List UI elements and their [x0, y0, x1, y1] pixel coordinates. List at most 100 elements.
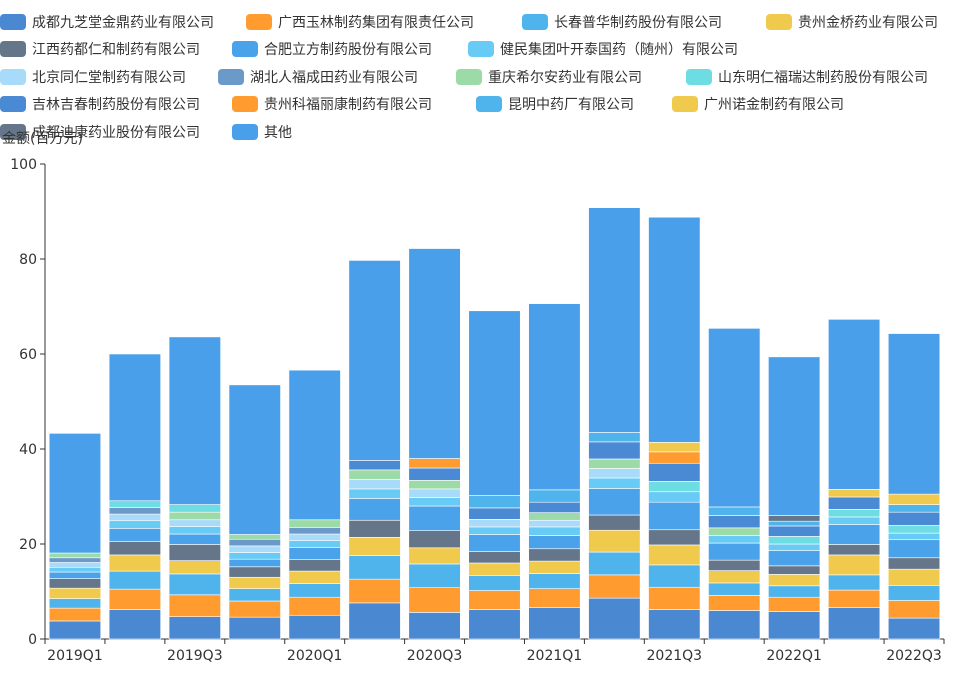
legend-item[interactable]: 北京同仁堂制药有限公司: [0, 67, 186, 87]
legend-swatch: [766, 14, 792, 30]
bar-segment: [168, 573, 221, 596]
bar-segment: [768, 520, 821, 527]
bar-segment: [528, 573, 581, 589]
bar-segment: [588, 477, 641, 489]
bar-segment: [348, 498, 401, 521]
legend-item[interactable]: 吉林吉春制药股份有限公司: [0, 94, 200, 114]
bar-segment: [887, 600, 941, 619]
legend-item[interactable]: 贵州金桥药业有限公司: [766, 12, 938, 32]
legend-swatch: [232, 96, 258, 112]
bar-segment: [768, 585, 821, 598]
bar-segment: [168, 526, 221, 535]
bar-segment: [228, 545, 281, 553]
legend-item[interactable]: 长春普华制药股份有限公司: [522, 12, 722, 32]
bar-segment: [468, 609, 521, 640]
legend-label: 山东明仁福瑞达制药股份有限公司: [718, 70, 928, 86]
y-axis-title: 金额(百万元): [2, 131, 83, 147]
bar-segment: [108, 520, 161, 529]
legend-label: 成都九芝堂金鼎药业有限公司: [32, 15, 214, 31]
bar-segment: [468, 575, 521, 591]
legend-item[interactable]: 合肥立方制药股份有限公司: [232, 39, 432, 59]
bar-segment: [648, 501, 701, 531]
bar-segment: [288, 527, 341, 535]
legend-item[interactable]: 其他: [232, 122, 292, 142]
bar-segment: [48, 566, 102, 573]
bar-segment: [408, 530, 461, 549]
bar-segment: [768, 596, 821, 612]
bar-segment: [408, 480, 461, 490]
legend-label: 江西药都仁和制药有限公司: [32, 42, 200, 58]
bar-segment: [588, 551, 641, 576]
legend-swatch: [218, 69, 244, 85]
bar-segment: [588, 458, 641, 469]
bar-segment: [168, 533, 221, 545]
bar-segment: [588, 597, 641, 640]
legend-item[interactable]: 江西药都仁和制药有限公司: [0, 39, 200, 59]
bar-segment: [168, 336, 221, 505]
bar-segment: [588, 488, 641, 516]
bar-segment: [828, 516, 881, 525]
legend-label: 广西玉林制药集团有限责任公司: [278, 15, 474, 31]
bar-segment: [828, 524, 881, 545]
legend-item[interactable]: 湖北人福成田药业有限公司: [218, 67, 418, 87]
legend-swatch: [468, 41, 494, 57]
bar-segment: [468, 495, 521, 509]
legend-item[interactable]: 广西玉林制药集团有限责任公司: [246, 12, 474, 32]
x-tick-label: 2022Q3: [886, 648, 942, 664]
bar-segment: [768, 550, 821, 567]
bar-segment: [708, 582, 761, 596]
bar-segment: [468, 534, 521, 552]
bar-segment: [348, 460, 401, 471]
bar-segment: [108, 507, 161, 515]
legend-swatch: [0, 41, 26, 57]
bar-segment: [708, 506, 761, 516]
bar-segment: [768, 515, 821, 522]
legend-swatch: [0, 69, 26, 85]
bar-segment: [108, 353, 161, 502]
bar-segment: [768, 536, 821, 545]
bar-segment: [887, 568, 941, 586]
bar-segment: [648, 586, 701, 610]
bar-segment: [887, 532, 941, 541]
bar-segment: [228, 616, 281, 640]
legend-label: 健民集团叶开泰国药（随州）有限公司: [500, 42, 738, 58]
legend-item[interactable]: 健民集团叶开泰国药（随州）有限公司: [468, 39, 738, 59]
bar-segment: [408, 612, 461, 640]
legend-item[interactable]: 昆明中药厂有限公司: [476, 94, 634, 114]
bar-segment: [887, 493, 941, 505]
bar-segment: [348, 469, 401, 480]
legend-label: 昆明中药厂有限公司: [508, 97, 634, 113]
legend-item[interactable]: 山东明仁福瑞达制药股份有限公司: [686, 67, 928, 87]
bar-segment: [288, 519, 341, 528]
bar-segment: [468, 526, 521, 535]
legend-item[interactable]: 重庆希尔安药业有限公司: [456, 67, 642, 87]
bar-segment: [288, 547, 341, 560]
bar-segment: [168, 560, 221, 575]
y-tick-label: 100: [10, 157, 37, 173]
bar-segment: [887, 539, 941, 559]
bar-segment: [528, 501, 581, 513]
bar-segment: [168, 544, 221, 561]
bar-segment: [108, 541, 161, 556]
bar-segment: [408, 248, 461, 459]
bar-segment: [288, 614, 341, 640]
legend-item[interactable]: 成都九芝堂金鼎药业有限公司: [0, 12, 214, 32]
bar-segment: [168, 504, 221, 513]
bar-segment: [708, 328, 761, 508]
bar-segment: [708, 515, 761, 529]
bar-segment: [408, 547, 461, 565]
legend-item[interactable]: 成都迪康药业股份有限公司: [0, 122, 200, 142]
bar-segment: [708, 570, 761, 584]
legend-item[interactable]: 广州诺金制药有限公司: [672, 94, 844, 114]
bar-segment: [887, 525, 941, 534]
bar-segment: [468, 590, 521, 610]
legend-item[interactable]: 贵州科福丽康制药有限公司: [232, 94, 432, 114]
x-tick-label: 2020Q1: [287, 648, 343, 664]
bar-segment: [48, 587, 102, 599]
bar-segment: [588, 468, 641, 479]
bar-segment: [228, 384, 281, 535]
bar-segment: [348, 537, 401, 556]
bar-segment: [588, 529, 641, 553]
bar-segment: [528, 607, 581, 640]
